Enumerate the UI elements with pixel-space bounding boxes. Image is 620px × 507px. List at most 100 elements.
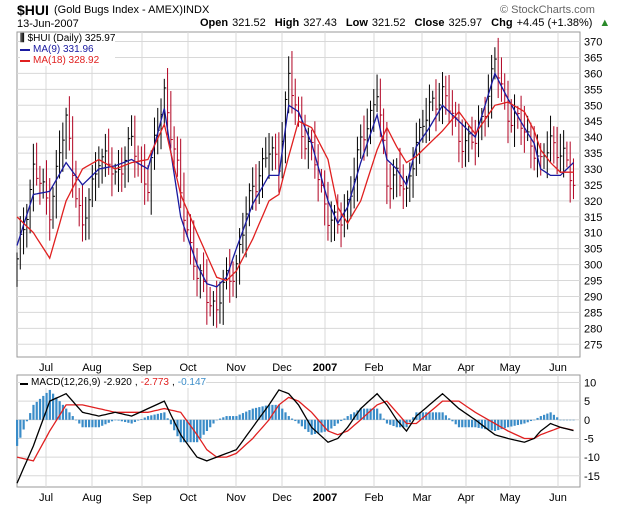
macd-histogram-bar [19, 419, 22, 438]
macd-histogram-bar [281, 408, 284, 420]
macd-histogram-bar [444, 415, 447, 420]
macd-histogram-bar [287, 416, 290, 420]
macd-histogram-bar [565, 419, 569, 421]
ohlc-summary: Open 321.52 High 327.43 Low 321.52 Close… [200, 17, 610, 29]
macd-histogram-bar [271, 404, 274, 420]
macd-histogram-bar [254, 407, 258, 420]
macd-histogram-bar [202, 419, 205, 435]
macd-histogram-bar [418, 412, 421, 420]
close-value: 325.97 [448, 17, 483, 29]
price-y-tick-label: 330 [584, 164, 602, 176]
macd-histogram-bar [218, 418, 222, 420]
macd-histogram-bar [474, 419, 477, 428]
macd-x-tick-label: Jun [549, 492, 567, 504]
macd-y-tick-label: -5 [584, 433, 594, 445]
macd-histogram-bar [25, 419, 29, 422]
change-label: Chg [491, 17, 513, 29]
macd-histogram-bar [160, 413, 163, 420]
macd-histogram-bar [91, 419, 94, 428]
macd-histogram-bar [356, 410, 359, 420]
macd-legend-prefix: MACD(12,26,9) [31, 377, 101, 388]
macd-histogram-bar [526, 419, 529, 423]
macd-histogram-bar [536, 417, 539, 420]
macd-histogram-bar [137, 419, 140, 421]
macd-histogram-bar [68, 412, 71, 420]
macd-histogram-bar [169, 419, 173, 425]
macd-histogram-bar [52, 393, 55, 420]
macd-histogram-bar [569, 419, 572, 421]
macd-histogram-bar [467, 419, 470, 428]
macd-histogram-bar [336, 419, 339, 424]
index-name: (Gold Bugs Index - AMEX) [54, 4, 183, 16]
macd-y-tick-label: -15 [584, 471, 600, 483]
price-x-ticks: Jul Aug Sep Oct Nov Dec 2007 Feb Mar Apr May Jun [39, 362, 567, 374]
price-y-tick-label: 370 [584, 37, 602, 49]
macd-legend: MACD(12,26,9) -2.920, -2.773, -0.147 [20, 377, 207, 388]
price-x-tick-label: Jun [549, 362, 567, 374]
macd-histogram-bar [284, 412, 287, 420]
price-x-tick-label: 2007 [313, 362, 337, 374]
macd-histogram-bar [264, 405, 267, 420]
macd-histogram-bar [153, 414, 156, 420]
macd-histogram-bar [438, 412, 441, 420]
price-panel-frame [16, 31, 581, 358]
macd-x-tick-label: Dec [272, 492, 292, 504]
price-y-tick-label: 320 [584, 196, 602, 208]
price-y-tick-label: 355 [584, 84, 602, 96]
macd-histogram-bar [307, 419, 310, 432]
macd-histogram-bar [421, 412, 425, 420]
price-x-tick-label: Jul [39, 362, 53, 374]
macd-histogram-bar [392, 419, 395, 427]
macd-histogram-bar [408, 419, 411, 423]
macd-histogram-bar [78, 419, 81, 424]
price-x-tick-label: Sep [132, 362, 152, 374]
macd-histogram-bar [209, 419, 212, 428]
macd-histogram-bar [228, 416, 231, 420]
legend-ma18: MA(18) 328.92 [20, 55, 115, 66]
macd-histogram-bar [323, 419, 326, 432]
macd-histogram-bar [146, 416, 150, 420]
price-x-tick-label: Oct [179, 362, 196, 374]
symbol: $HUI [17, 2, 49, 18]
macd-histogram-bar [241, 413, 245, 420]
macd-histogram-bar [376, 408, 379, 420]
macd-histogram-bar [156, 413, 159, 420]
macd-histogram-bar [143, 417, 146, 420]
macd-y-tick-label: -10 [584, 452, 600, 464]
macd-histogram-bar [340, 419, 343, 422]
macd-histogram-bar [503, 419, 506, 429]
macd-histogram-bar [464, 419, 467, 428]
macd-histogram-bar [225, 416, 228, 420]
macd-histogram-bar [55, 397, 58, 420]
macd-histogram-bar [38, 398, 42, 420]
macd-histogram-bar [457, 419, 461, 428]
price-y-tick-label: 340 [584, 132, 602, 144]
macd-histogram-bar [477, 419, 480, 428]
price-y-tick-label: 285 [584, 307, 602, 319]
macd-histogram-bar [533, 419, 536, 421]
price-lines [16, 71, 574, 288]
macd-histogram-bar [304, 419, 307, 430]
macd-histogram-bar [45, 392, 48, 420]
macd-histogram-bar [35, 401, 38, 420]
macd-histogram-bar [493, 419, 497, 431]
macd-histogram-bar [428, 412, 431, 420]
macd-histogram-bar [104, 419, 107, 425]
macd-histogram-bar [29, 413, 32, 420]
macd-histogram-bar [42, 395, 45, 420]
price-legend: ⫼ $HUI (Daily) 325.97 MA(9) 331.96 MA(18… [20, 33, 116, 66]
macd-histogram-bar [385, 419, 389, 424]
macd-histogram-bar [431, 412, 434, 420]
macd-histogram-bar [140, 419, 143, 420]
close-label: Close [414, 17, 445, 29]
macd-histogram-bar [110, 419, 114, 422]
exchange: INDX [183, 4, 210, 16]
macd-x-tick-label: Mar [413, 492, 432, 504]
macd-x-tick-label: Sep [132, 492, 152, 504]
ma9-swatch [20, 48, 30, 51]
macd-histogram-bar [369, 408, 372, 420]
macd-y-tick-label: 5 [584, 396, 590, 408]
price-y-tick-label: 280 [584, 323, 602, 335]
macd-histogram-bar [379, 413, 382, 420]
macd-x-tick-label: Oct [179, 492, 196, 504]
